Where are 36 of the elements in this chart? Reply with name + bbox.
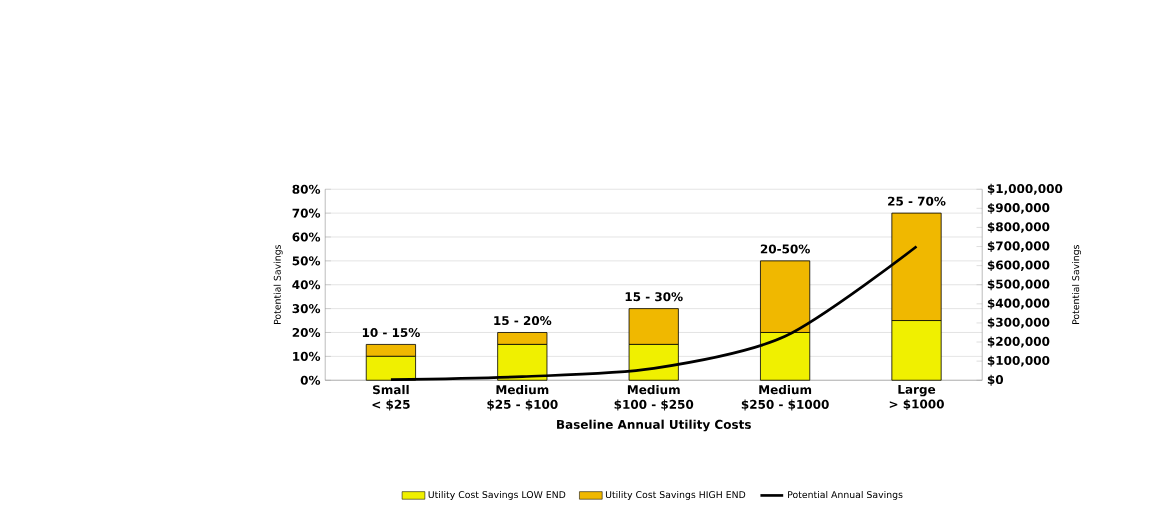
- annotation: 10 - 15%: [362, 327, 420, 337]
- annotation: 25 - 70%: [888, 196, 946, 206]
- y2-axis-title: Potential Savings: [1072, 244, 1082, 324]
- y2-tick-label: $300,000: [987, 317, 1050, 329]
- legend-label: Utility Cost Savings HIGH END: [605, 490, 746, 500]
- y-tick-label: 0%: [300, 375, 321, 385]
- x-axis-title: Baseline Annual Utility Costs: [557, 419, 751, 432]
- x-tick-label: Large > $1000: [889, 384, 944, 410]
- y2-tick-label: $500,000: [987, 279, 1050, 291]
- annotation: 15 - 20%: [494, 315, 552, 325]
- annotation: 20-50%: [760, 244, 810, 254]
- y2-tick-label: $600,000: [987, 260, 1050, 271]
- y-axis-title: Potential Savings: [273, 244, 283, 324]
- y-tick-label: 30%: [292, 303, 321, 313]
- y2-tick-label: $400,000: [987, 298, 1050, 310]
- x-tick-label: Medium $25 - $100: [487, 384, 558, 411]
- y2-tick-label: $200,000: [987, 336, 1050, 348]
- y2-tick-label: $1,000,000: [987, 183, 1063, 195]
- legend-label: Potential Annual Savings: [788, 490, 903, 500]
- y2-tick-label: $900,000: [987, 202, 1050, 214]
- y-tick-label: 70%: [292, 208, 321, 218]
- y-tick-label: 80%: [292, 184, 321, 194]
- y2-tick-label: $800,000: [987, 221, 1050, 233]
- legend-label: Utility Cost Savings LOW END: [428, 490, 566, 500]
- x-tick-label: Small < $25: [372, 384, 410, 411]
- y-tick-label: 10%: [293, 351, 321, 361]
- annotation: 15 - 30%: [625, 292, 683, 302]
- x-tick-label: Medium $100 - $250: [614, 384, 694, 411]
- y-tick-label: 50%: [292, 256, 321, 266]
- y-tick-label: 40%: [292, 280, 321, 290]
- x-tick-label: Medium $250 - $1000: [741, 384, 829, 411]
- y-tick-label: 60%: [292, 232, 321, 242]
- y2-tick-label: $0: [987, 374, 1004, 386]
- y-tick-label: 20%: [292, 327, 321, 337]
- y2-tick-label: $100,000: [987, 355, 1050, 367]
- y2-tick-label: $700,000: [987, 240, 1050, 252]
